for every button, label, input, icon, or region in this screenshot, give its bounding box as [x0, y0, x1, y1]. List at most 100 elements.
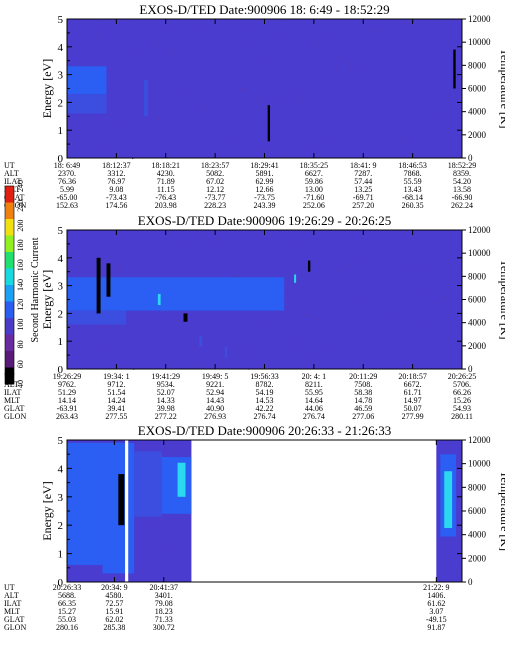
table-cell: 9221. — [206, 380, 224, 389]
noise-speck — [332, 118, 334, 121]
noise-speck — [194, 108, 197, 110]
table-cell: 9.08 — [109, 185, 123, 194]
noise-speck — [327, 347, 329, 349]
noise-speck — [237, 275, 240, 277]
noise-speck — [430, 282, 432, 285]
spectrum-feature-mid — [144, 80, 148, 117]
panel-title: EXOS-D/TED Date:900906 19:26:29 - 20:26:… — [138, 213, 391, 228]
y-tick-label: 2 — [58, 308, 64, 320]
noise-speck — [114, 33, 116, 35]
y-tick-label: 3 — [58, 281, 64, 293]
y-tick-label: 1 — [58, 549, 64, 561]
noise-speck — [279, 330, 281, 332]
table-cell: 15.26 — [453, 396, 471, 405]
spectrum-feature-mid — [67, 310, 127, 325]
noise-speck — [133, 152, 135, 155]
table-cell: 20:11:29 — [349, 372, 377, 381]
table-cell: 1406. — [427, 591, 445, 600]
y-right-tick-label: 10000 — [468, 37, 491, 47]
table-cell: 20:26:25 — [448, 372, 476, 381]
y-axis-label: Energy [eV] — [40, 59, 54, 118]
noise-speck — [327, 37, 330, 39]
table-cell: 7508. — [354, 380, 372, 389]
colorbar-tick-label: 180 — [16, 239, 25, 251]
colorbar-segment — [5, 301, 14, 319]
noise-speck — [416, 100, 419, 102]
noise-speck — [76, 136, 78, 138]
table-cell: 276.74 — [254, 412, 276, 421]
table-cell: 71.89 — [157, 177, 175, 186]
table-cell: 51.29 — [58, 388, 76, 397]
noise-speck — [332, 136, 334, 138]
spectrum-feature-bright — [67, 66, 107, 95]
noise-speck — [157, 116, 160, 119]
table-row-label: GLAT — [4, 404, 25, 413]
y-right-tick-label: 12000 — [468, 225, 491, 235]
table-cell: 18:46:53 — [398, 161, 426, 170]
table-cell: 18.23 — [155, 607, 173, 616]
table-cell: 19:41:29 — [152, 372, 180, 381]
noise-speck — [241, 357, 243, 359]
table-cell: 5706. — [453, 380, 471, 389]
table-cell: 8359. — [453, 169, 471, 178]
y-axis-label: Energy [eV] — [40, 270, 54, 329]
noise-speck — [218, 237, 220, 239]
y-right-axis-label: Temperature [K] — [498, 48, 505, 128]
table-cell: 263.43 — [56, 412, 78, 421]
noise-speck — [157, 536, 159, 538]
noise-speck — [298, 277, 300, 279]
table-cell: 12.12 — [206, 185, 224, 194]
y-right-tick-label: 2000 — [468, 130, 487, 140]
colorbar-tick-label: 200 — [16, 220, 25, 232]
noise-speck — [310, 360, 312, 362]
table-cell: 8782. — [256, 380, 274, 389]
noise-speck — [176, 319, 178, 322]
colorbar-tick-label: 100 — [16, 319, 25, 331]
noise-speck — [262, 150, 264, 152]
table-cell: 15.27 — [58, 607, 76, 616]
noise-speck — [444, 112, 446, 115]
spectrum-feature-gap — [125, 440, 129, 582]
noise-speck — [255, 100, 258, 102]
y-right-tick-label: 6000 — [468, 295, 487, 305]
table-cell: 14.53 — [256, 396, 274, 405]
noise-speck — [260, 80, 262, 82]
table-cell: 18:35:25 — [300, 161, 328, 170]
table-cell: 276.93 — [204, 412, 226, 421]
noise-speck — [97, 35, 99, 37]
noise-speck — [99, 155, 101, 157]
table-cell: 62.99 — [256, 177, 274, 186]
table-cell: 14.97 — [404, 396, 422, 405]
spectrum-feature-cyan — [294, 274, 297, 283]
y-right-tick-label: 8000 — [468, 60, 487, 70]
colorbar-frame — [4, 185, 15, 385]
colorbar-segment — [5, 186, 14, 203]
noise-speck — [305, 102, 307, 104]
table-cell: 257.20 — [352, 201, 374, 210]
noise-speck — [299, 92, 301, 94]
table-cell: 18:29:41 — [250, 161, 278, 170]
noise-speck — [446, 247, 448, 249]
noise-speck — [292, 242, 294, 244]
colorbar-tick-label: 40 — [16, 380, 25, 388]
y-right-tick-label: 6000 — [468, 84, 487, 94]
noise-speck — [263, 125, 266, 127]
noise-speck — [280, 32, 282, 34]
y-tick-label: 5 — [58, 435, 64, 447]
spectrum-feature-cyan — [444, 471, 453, 529]
noise-speck — [283, 112, 285, 114]
noise-speck — [157, 42, 159, 44]
table-cell: 39.41 — [107, 404, 125, 413]
table-cell: 18:41: 9 — [350, 161, 376, 170]
noise-speck — [364, 240, 366, 242]
noise-speck — [303, 314, 305, 316]
noise-speck — [437, 23, 440, 25]
noise-speck — [203, 233, 206, 235]
noise-speck — [177, 90, 179, 92]
y-tick-label: 3 — [58, 492, 64, 504]
noise-speck — [216, 240, 218, 242]
noise-speck — [245, 55, 247, 57]
noise-speck — [363, 260, 365, 262]
y-tick-label: 5 — [58, 225, 64, 237]
colorbar-segment — [5, 285, 14, 302]
